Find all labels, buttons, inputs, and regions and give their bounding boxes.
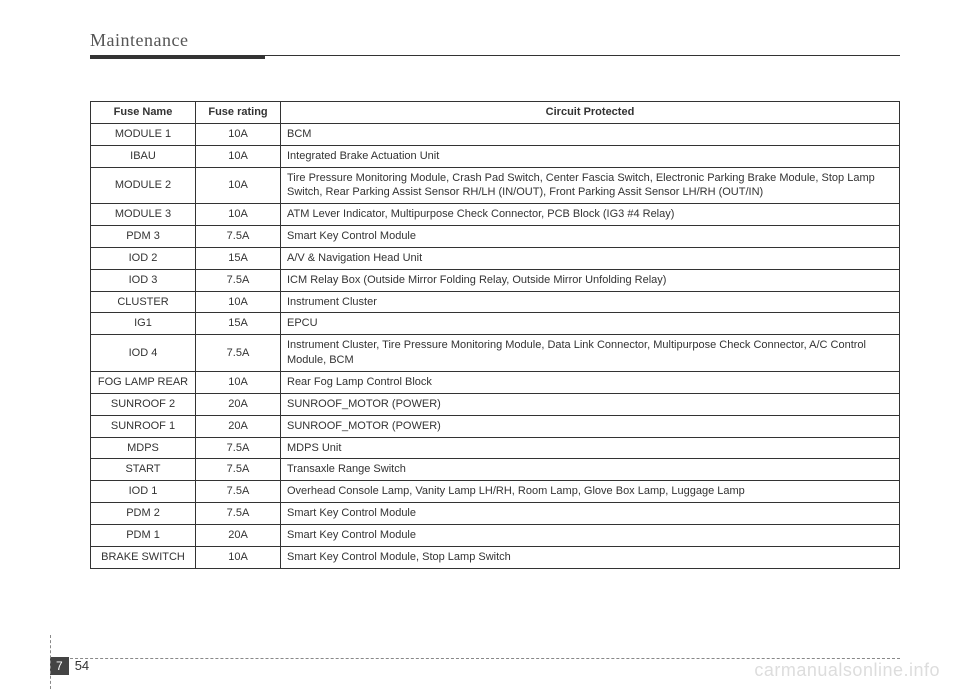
- cell-circuit: Overhead Console Lamp, Vanity Lamp LH/RH…: [281, 481, 900, 503]
- table-row: PDM 27.5ASmart Key Control Module: [91, 503, 900, 525]
- table-row: IOD 215AA/V & Navigation Head Unit: [91, 247, 900, 269]
- header-thick-rule: [90, 56, 265, 59]
- table-row: IOD 17.5AOverhead Console Lamp, Vanity L…: [91, 481, 900, 503]
- cell-fuse-rating: 7.5A: [196, 437, 281, 459]
- col-header-fuse-rating: Fuse rating: [196, 102, 281, 124]
- fuse-table: Fuse Name Fuse rating Circuit Protected …: [90, 101, 900, 569]
- cell-fuse-rating: 10A: [196, 145, 281, 167]
- cell-fuse-name: CLUSTER: [91, 291, 196, 313]
- cell-fuse-rating: 10A: [196, 167, 281, 204]
- page-title: Maintenance: [90, 30, 900, 53]
- table-row: IOD 47.5AInstrument Cluster, Tire Pressu…: [91, 335, 900, 372]
- table-row: PDM 120ASmart Key Control Module: [91, 524, 900, 546]
- footer-rule: [50, 658, 900, 659]
- table-row: CLUSTER10AInstrument Cluster: [91, 291, 900, 313]
- cell-fuse-rating: 7.5A: [196, 335, 281, 372]
- cell-fuse-name: MODULE 3: [91, 204, 196, 226]
- cell-circuit: Smart Key Control Module: [281, 226, 900, 248]
- cell-circuit: Instrument Cluster: [281, 291, 900, 313]
- cell-fuse-rating: 7.5A: [196, 481, 281, 503]
- cell-fuse-rating: 10A: [196, 123, 281, 145]
- cell-circuit: Smart Key Control Module, Stop Lamp Swit…: [281, 546, 900, 568]
- cell-circuit: ICM Relay Box (Outside Mirror Folding Re…: [281, 269, 900, 291]
- table-row: PDM 37.5ASmart Key Control Module: [91, 226, 900, 248]
- table-row: SUNROOF 220ASUNROOF_MOTOR (POWER): [91, 393, 900, 415]
- cell-fuse-name: PDM 1: [91, 524, 196, 546]
- cell-circuit: EPCU: [281, 313, 900, 335]
- table-row: BRAKE SWITCH10ASmart Key Control Module,…: [91, 546, 900, 568]
- table-row: MODULE 110ABCM: [91, 123, 900, 145]
- cell-circuit: BCM: [281, 123, 900, 145]
- cell-fuse-rating: 10A: [196, 291, 281, 313]
- cell-fuse-name: FOG LAMP REAR: [91, 371, 196, 393]
- cell-fuse-rating: 20A: [196, 524, 281, 546]
- table-row: MDPS7.5AMDPS Unit: [91, 437, 900, 459]
- cell-fuse-name: IOD 4: [91, 335, 196, 372]
- section-number: 7: [50, 657, 69, 675]
- cell-fuse-rating: 20A: [196, 393, 281, 415]
- table-row: IOD 37.5AICM Relay Box (Outside Mirror F…: [91, 269, 900, 291]
- cell-fuse-rating: 10A: [196, 204, 281, 226]
- cell-fuse-name: SUNROOF 1: [91, 415, 196, 437]
- table-header-row: Fuse Name Fuse rating Circuit Protected: [91, 102, 900, 124]
- cell-circuit: Transaxle Range Switch: [281, 459, 900, 481]
- cell-fuse-name: SUNROOF 2: [91, 393, 196, 415]
- cell-fuse-name: IBAU: [91, 145, 196, 167]
- table-row: SUNROOF 120ASUNROOF_MOTOR (POWER): [91, 415, 900, 437]
- watermark: carmanualsonline.info: [754, 660, 940, 681]
- table-row: FOG LAMP REAR10ARear Fog Lamp Control Bl…: [91, 371, 900, 393]
- cell-fuse-rating: 7.5A: [196, 226, 281, 248]
- table-row: MODULE 210ATire Pressure Monitoring Modu…: [91, 167, 900, 204]
- table-row: START7.5ATransaxle Range Switch: [91, 459, 900, 481]
- table-row: IBAU10AIntegrated Brake Actuation Unit: [91, 145, 900, 167]
- cell-circuit: Integrated Brake Actuation Unit: [281, 145, 900, 167]
- page-footer: 7 54: [50, 658, 900, 659]
- cell-fuse-name: IOD 2: [91, 247, 196, 269]
- cell-fuse-rating: 7.5A: [196, 459, 281, 481]
- col-header-fuse-name: Fuse Name: [91, 102, 196, 124]
- cell-fuse-name: MODULE 2: [91, 167, 196, 204]
- cell-circuit: Rear Fog Lamp Control Block: [281, 371, 900, 393]
- cell-circuit: SUNROOF_MOTOR (POWER): [281, 415, 900, 437]
- cell-circuit: Tire Pressure Monitoring Module, Crash P…: [281, 167, 900, 204]
- cell-fuse-name: BRAKE SWITCH: [91, 546, 196, 568]
- col-header-circuit: Circuit Protected: [281, 102, 900, 124]
- page: Maintenance Fuse Name Fuse rating Circui…: [0, 0, 960, 689]
- cell-fuse-name: MDPS: [91, 437, 196, 459]
- cell-fuse-name: IG1: [91, 313, 196, 335]
- cell-fuse-rating: 7.5A: [196, 269, 281, 291]
- cell-fuse-rating: 10A: [196, 371, 281, 393]
- cell-fuse-rating: 15A: [196, 313, 281, 335]
- cell-circuit: MDPS Unit: [281, 437, 900, 459]
- cell-circuit: Instrument Cluster, Tire Pressure Monito…: [281, 335, 900, 372]
- cell-circuit: ATM Lever Indicator, Multipurpose Check …: [281, 204, 900, 226]
- cell-fuse-rating: 7.5A: [196, 503, 281, 525]
- cell-fuse-name: PDM 2: [91, 503, 196, 525]
- page-number: 54: [69, 656, 95, 675]
- cell-fuse-name: IOD 1: [91, 481, 196, 503]
- cell-fuse-name: IOD 3: [91, 269, 196, 291]
- cell-fuse-rating: 20A: [196, 415, 281, 437]
- table-body: MODULE 110ABCMIBAU10AIntegrated Brake Ac…: [91, 123, 900, 568]
- cell-fuse-rating: 15A: [196, 247, 281, 269]
- cell-fuse-name: PDM 3: [91, 226, 196, 248]
- cell-circuit: Smart Key Control Module: [281, 524, 900, 546]
- page-number-box: 7 54: [50, 656, 95, 675]
- vertical-dashed-line: [50, 635, 51, 689]
- cell-fuse-name: START: [91, 459, 196, 481]
- cell-fuse-rating: 10A: [196, 546, 281, 568]
- cell-circuit: Smart Key Control Module: [281, 503, 900, 525]
- cell-circuit: SUNROOF_MOTOR (POWER): [281, 393, 900, 415]
- cell-circuit: A/V & Navigation Head Unit: [281, 247, 900, 269]
- page-header: Maintenance: [90, 30, 900, 56]
- table-row: MODULE 310AATM Lever Indicator, Multipur…: [91, 204, 900, 226]
- table-row: IG115AEPCU: [91, 313, 900, 335]
- cell-fuse-name: MODULE 1: [91, 123, 196, 145]
